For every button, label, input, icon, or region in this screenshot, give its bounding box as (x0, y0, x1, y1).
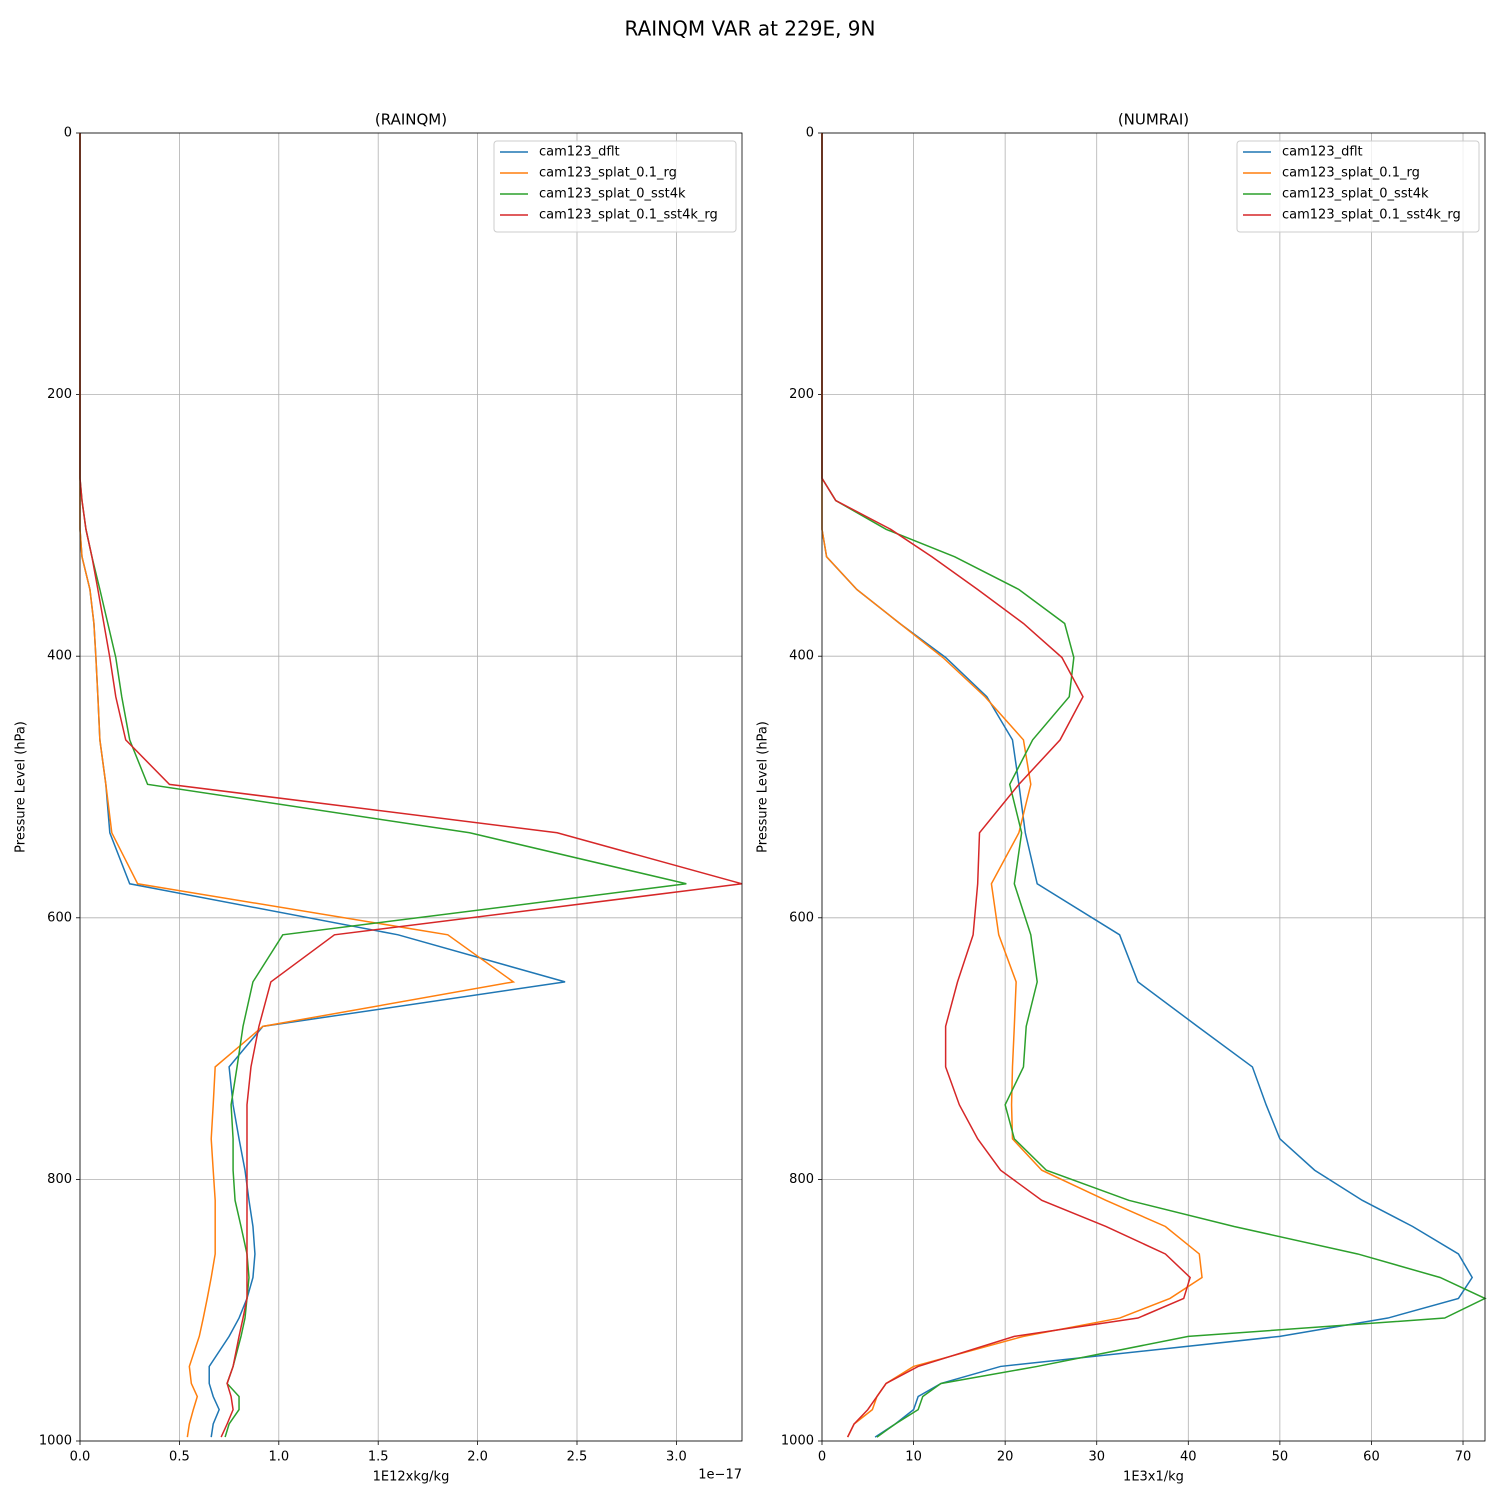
y-axis-label: Pressure Level (hPa) (756, 721, 771, 853)
x-tick-label: 30 (1088, 1450, 1105, 1465)
axes-title: (RAINQM) (375, 111, 447, 129)
series-line (79, 133, 516, 1438)
legend-label: cam123_splat_0.1_rg (539, 166, 677, 181)
x-tick-label: 40 (1180, 1450, 1197, 1465)
y-tick-label: 1000 (39, 1434, 72, 1449)
y-tick-label: 600 (47, 910, 72, 925)
x-tick-label: 0.5 (169, 1450, 190, 1465)
y-tick-label: 0 (64, 126, 72, 141)
series-line (821, 133, 1191, 1438)
x-tick-label: 2.0 (467, 1450, 488, 1465)
legend-label: cam123_splat_0.1_rg (1282, 166, 1420, 181)
y-tick-label: 200 (47, 387, 72, 402)
x-tick-label: 10 (905, 1450, 922, 1465)
x-tick-label: 0 (818, 1450, 826, 1465)
legend-label: cam123_splat_0_sst4k (539, 187, 686, 202)
x-tick-label: 1.0 (268, 1450, 289, 1465)
legend-label: cam123_splat_0_sst4k (1282, 187, 1429, 202)
legend-box (1236, 140, 1480, 233)
legend-label: cam123_dflt (1282, 145, 1363, 160)
y-tick-label: 800 (47, 1172, 72, 1187)
y-tick-label: 600 (789, 910, 814, 925)
legend-box (493, 140, 737, 233)
x-axis-label: 1E3x1/kg (1123, 1470, 1184, 1485)
y-tick-label: 800 (789, 1172, 814, 1187)
y-tick-label: 0 (806, 126, 814, 141)
x-tick-label: 70 (1455, 1450, 1472, 1465)
x-axis-label: 1E12xkg/kg (373, 1470, 450, 1485)
x-tick-label: 2.5 (567, 1450, 588, 1465)
axes-frame (821, 132, 1486, 1442)
x-tick-label: 60 (1363, 1450, 1380, 1465)
y-axis-label: Pressure Level (hPa) (14, 721, 29, 853)
y-tick-label: 200 (789, 387, 814, 402)
x-tick-label: 50 (1272, 1450, 1289, 1465)
legend-label: cam123_splat_0.1_sst4k_rg (539, 208, 718, 223)
x-tick-label: 0.0 (70, 1450, 91, 1465)
figure-title: RAINQM VAR at 229E, 9N (625, 17, 876, 41)
x-tick-label: 20 (997, 1450, 1014, 1465)
x-tick-label: 1.5 (368, 1450, 389, 1465)
axes-title: (NUMRAI) (1118, 111, 1189, 129)
x-tick-label: 3.0 (666, 1450, 687, 1465)
y-tick-label: 400 (789, 649, 814, 664)
legend-label: cam123_dflt (539, 145, 620, 160)
y-tick-label: 400 (47, 649, 72, 664)
series-line (79, 133, 743, 1438)
x-offset-label: 1e−17 (698, 1468, 742, 1483)
axes-frame (79, 132, 743, 1442)
series-line (821, 133, 1487, 1438)
legend-label: cam123_splat_0.1_sst4k_rg (1282, 208, 1461, 223)
y-tick-label: 1000 (781, 1434, 814, 1449)
